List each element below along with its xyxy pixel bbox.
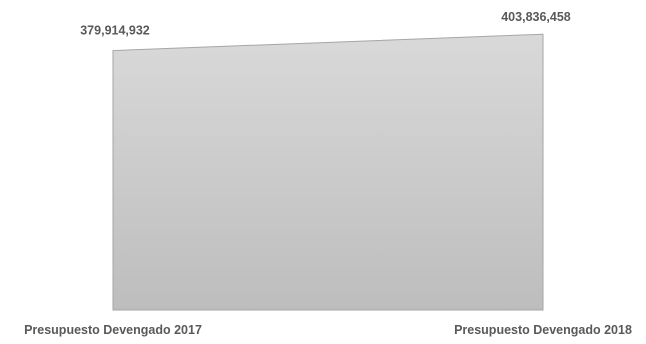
x-tick-label-2018: Presupuesto Devengado 2018	[454, 323, 632, 337]
plot-area	[112, 33, 544, 311]
x-tick-label-2017: Presupuesto Devengado 2017	[24, 323, 202, 337]
area-series	[112, 33, 544, 311]
data-label-2017: 379,914,932	[80, 24, 150, 38]
data-label-2018: 403,836,458	[501, 10, 571, 24]
